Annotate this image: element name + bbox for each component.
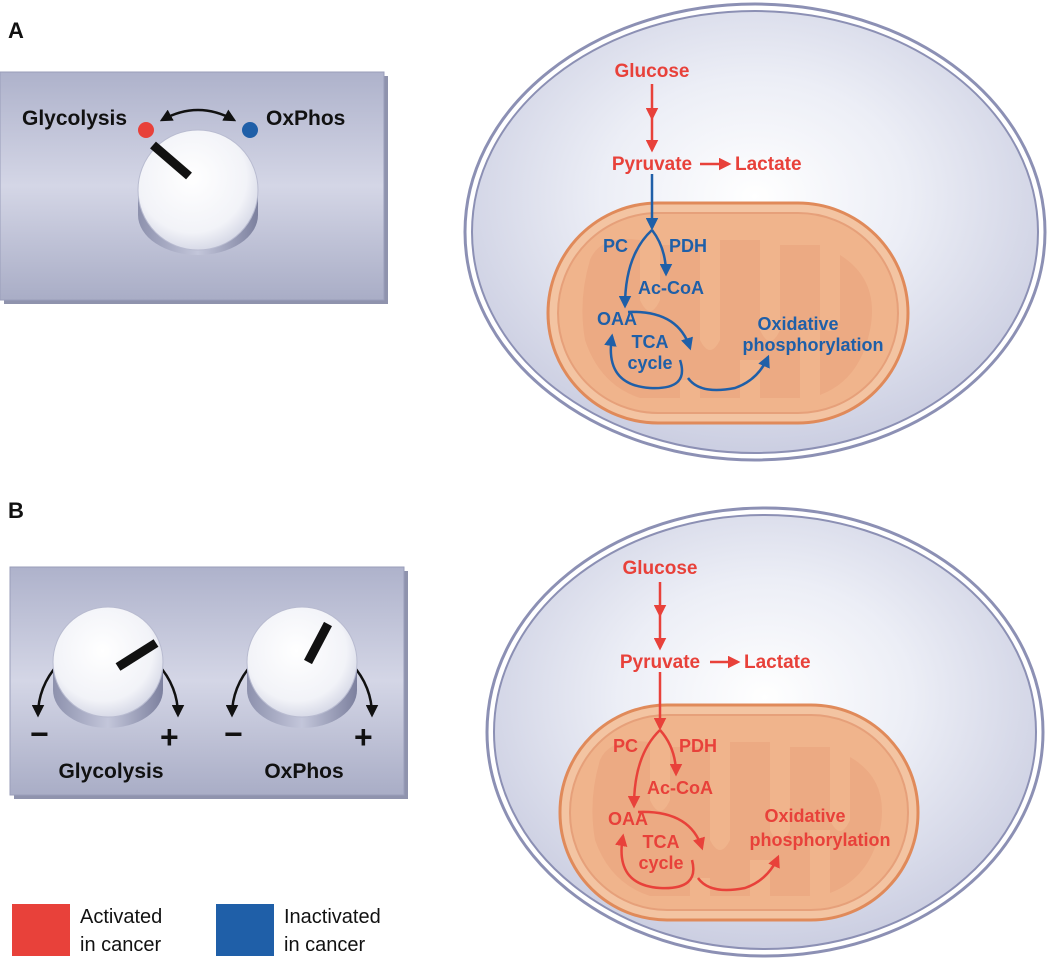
a-lactate-label: Lactate <box>735 154 802 175</box>
b-pdh-label: PDH <box>679 736 717 756</box>
glycolysis-dial-plus: + <box>160 719 179 755</box>
b-oaa-label: OAA <box>608 809 648 829</box>
a-tca-label: TCA <box>632 332 669 352</box>
b-oxidative-label: Oxidative <box>764 806 845 826</box>
a-pdh-label: PDH <box>669 236 707 256</box>
a-pyruvate-label: Pyruvate <box>612 154 692 175</box>
legend-inactivated-line1: Inactivated <box>284 906 381 928</box>
glycolysis-indicator-dot <box>138 122 154 138</box>
b-tca-label: TCA <box>643 832 680 852</box>
glycolysis-dial-label: Glycolysis <box>58 760 163 783</box>
switch-toggle-arrow <box>159 108 237 122</box>
a-pc-label: PC <box>603 236 628 256</box>
b-pathway-arrows <box>615 582 780 892</box>
panel-a-letter: A <box>8 18 24 43</box>
oxphos-indicator-dot <box>242 122 258 138</box>
b-lactate-label: Lactate <box>744 652 811 673</box>
a-pathway-arrows <box>604 84 770 392</box>
switch-pointer <box>150 141 192 180</box>
glycolysis-dial-pointer <box>115 639 159 671</box>
b-accoa-label: Ac-CoA <box>647 778 713 798</box>
legend-inactivated-line2: in cancer <box>284 934 365 956</box>
oxphos-dial-pointer <box>304 621 332 665</box>
oxphos-dial-minus: − <box>224 716 243 752</box>
b-phosphorylation-label: phosphorylation <box>750 830 891 850</box>
legend-activated-swatch <box>12 904 70 956</box>
a-oxidative-label: Oxidative <box>757 314 838 334</box>
legend-activated-line1: Activated <box>80 906 162 928</box>
mitochondrion-b <box>558 703 920 922</box>
b-cycle-label: cycle <box>638 853 683 873</box>
a-oaa-label: OAA <box>597 309 637 329</box>
switch-label-oxphos: OxPhos <box>266 107 345 130</box>
mitochondrion-a <box>546 201 910 425</box>
legend-activated-line2: in cancer <box>80 934 161 956</box>
b-glucose-label: Glucose <box>623 558 698 579</box>
a-phosphorylation-label: phosphorylation <box>743 335 884 355</box>
glycolysis-dial-knob[interactable] <box>52 606 164 728</box>
a-accoa-label: Ac-CoA <box>638 278 704 298</box>
a-cycle-label: cycle <box>627 353 672 373</box>
switch-label-glycolysis: Glycolysis <box>22 107 127 130</box>
b-pc-label: PC <box>613 736 638 756</box>
b-pyruvate-label: Pyruvate <box>620 652 700 673</box>
oxphos-dial-plus: + <box>354 719 373 755</box>
glycolysis-dial-minus: − <box>30 716 49 752</box>
oxphos-dial-label: OxPhos <box>264 760 343 783</box>
a-glucose-label: Glucose <box>615 61 690 82</box>
oxphos-dial-knob[interactable] <box>246 606 358 728</box>
legend-inactivated-swatch <box>216 904 274 956</box>
panel-b-letter: B <box>8 498 24 523</box>
